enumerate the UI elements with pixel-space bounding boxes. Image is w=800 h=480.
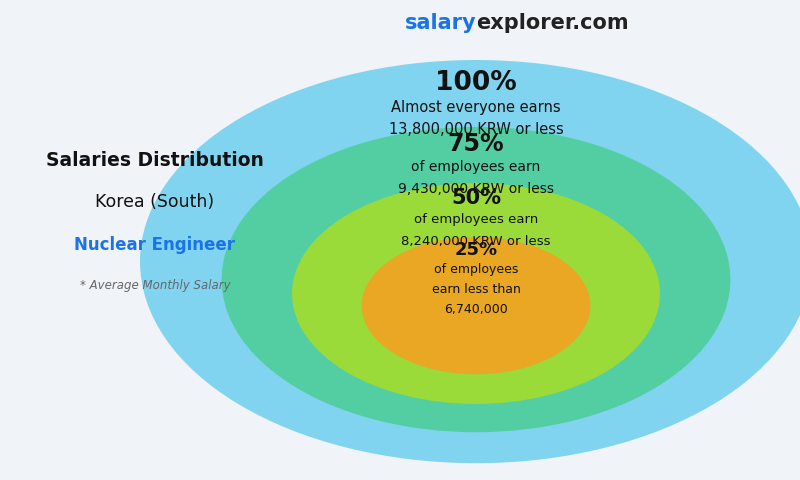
Text: Nuclear Engineer: Nuclear Engineer [74, 236, 235, 254]
Text: Korea (South): Korea (South) [95, 193, 214, 211]
Text: 50%: 50% [451, 188, 501, 208]
Text: 100%: 100% [435, 70, 517, 96]
Text: salary: salary [404, 13, 476, 33]
Text: of employees earn: of employees earn [414, 213, 538, 226]
Text: 75%: 75% [448, 132, 504, 156]
Text: Almost everyone earns: Almost everyone earns [391, 100, 561, 115]
Text: of employees earn: of employees earn [411, 160, 541, 174]
Text: 8,240,000 KRW or less: 8,240,000 KRW or less [402, 235, 550, 248]
Text: Salaries Distribution: Salaries Distribution [46, 151, 264, 169]
Ellipse shape [362, 237, 590, 374]
Text: 9,430,000 KRW or less: 9,430,000 KRW or less [398, 182, 554, 196]
Text: 25%: 25% [454, 241, 498, 259]
Text: explorer.com: explorer.com [476, 13, 629, 33]
Ellipse shape [140, 60, 800, 463]
Text: * Average Monthly Salary: * Average Monthly Salary [80, 278, 230, 291]
Text: earn less than: earn less than [431, 283, 521, 296]
Text: 6,740,000: 6,740,000 [444, 302, 508, 315]
Ellipse shape [222, 127, 730, 432]
Text: 13,800,000 KRW or less: 13,800,000 KRW or less [389, 122, 563, 137]
Ellipse shape [292, 183, 660, 404]
Text: of employees: of employees [434, 263, 518, 276]
